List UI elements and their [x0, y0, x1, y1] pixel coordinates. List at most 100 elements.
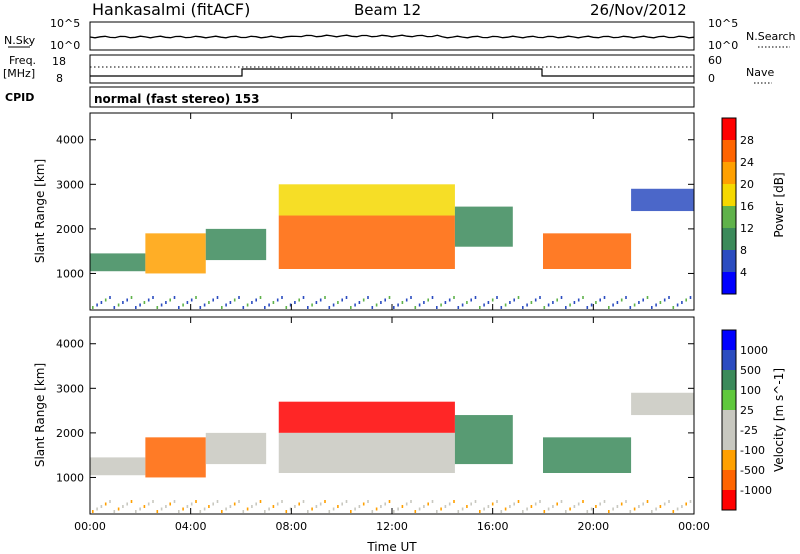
ground-scatter-mark — [599, 298, 601, 302]
ground-scatter-mark — [246, 507, 249, 511]
noise-right-tick-bottom: 10^0 — [708, 39, 738, 52]
ground-scatter-mark — [173, 500, 176, 503]
ground-scatter-mark — [483, 303, 485, 307]
ground-scatter-mark — [560, 500, 563, 503]
ground-scatter-mark — [367, 296, 369, 299]
ground-scatter-mark — [625, 500, 627, 503]
ground-scatter-mark — [642, 298, 644, 302]
velocity-colorbar-tick: 1000 — [740, 344, 768, 357]
velocity-colorbar-segment — [722, 470, 736, 490]
velocity-colorbar-segment — [722, 410, 736, 430]
ground-scatter-mark — [178, 306, 180, 309]
ground-scatter-mark — [113, 510, 116, 513]
ground-scatter-mark — [259, 296, 262, 299]
freq-unit: [MHz] — [3, 67, 35, 80]
ground-scatter-mark — [117, 507, 120, 511]
ground-scatter-mark — [668, 296, 670, 299]
ground-scatter-mark — [453, 296, 455, 299]
power-ylabel: Slant Range [km] — [33, 159, 47, 263]
ground-scatter-mark — [500, 510, 503, 513]
x-tick-label: 00:00 — [74, 520, 106, 533]
power-colorbar-segment — [722, 184, 736, 206]
ground-scatter-mark — [264, 510, 266, 513]
ground-scatter-mark — [242, 306, 245, 309]
ground-scatter-mark — [582, 296, 584, 299]
ground-scatter-mark — [625, 296, 627, 299]
ground-scatter-mark — [638, 301, 640, 304]
ground-scatter-mark — [676, 303, 679, 307]
ground-scatter-mark — [530, 505, 533, 508]
ground-scatter-mark — [388, 500, 391, 503]
velocity-colorbar-segment — [722, 330, 736, 350]
ground-scatter-mark — [663, 502, 666, 506]
ground-scatter-mark — [156, 306, 159, 309]
ground-scatter-mark — [444, 505, 447, 508]
ground-scatter-mark — [203, 303, 206, 307]
ground-scatter-mark — [685, 502, 687, 506]
power-echo-region — [278, 184, 455, 216]
ground-scatter-mark — [612, 507, 614, 511]
ground-scatter-mark — [165, 301, 167, 304]
ground-scatter-mark — [487, 505, 490, 508]
ground-scatter-mark — [92, 306, 94, 309]
ground-scatter-mark — [681, 505, 683, 508]
ground-scatter-mark — [620, 502, 623, 506]
ground-scatter-mark — [590, 507, 593, 511]
ground-scatter-mark — [659, 301, 662, 304]
x-tick-label: 08:00 — [275, 520, 307, 533]
ground-scatter-mark — [397, 303, 399, 307]
velocity-echo-region — [278, 401, 455, 433]
velocity-colorbar-segment — [722, 390, 736, 410]
velocity-colorbar: 1000 500 100 25 -25 -100 -500 -1000 — [721, 329, 772, 511]
ground-scatter-mark — [96, 507, 98, 511]
ground-scatter-mark — [440, 303, 442, 307]
ground-scatter-mark — [418, 303, 421, 307]
ground-scatter-mark — [427, 502, 429, 506]
ground-scatter-mark — [556, 502, 558, 506]
ground-scatter-mark — [577, 502, 580, 506]
ground-scatter-mark — [315, 301, 318, 304]
ground-scatter-mark — [479, 510, 481, 513]
ground-scatter-mark — [182, 303, 184, 307]
ground-scatter-mark — [272, 505, 275, 508]
ground-scatter-mark — [620, 298, 623, 302]
ground-scatter-mark — [233, 502, 236, 506]
ground-scatter-mark — [109, 296, 111, 299]
ground-scatter-mark — [427, 298, 429, 302]
ground-scatter-mark — [268, 507, 270, 511]
velocity-panel: 1000 2000 3000 4000 00:00 04:00 08:00 12:00 16:0… — [33, 316, 786, 554]
noise-left-tick-top: 10^5 — [50, 17, 80, 30]
ground-scatter-mark — [393, 510, 395, 513]
ground-scatter-mark — [461, 507, 464, 511]
power-echo-region — [205, 228, 267, 261]
ground-scatter-mark — [233, 298, 236, 302]
ground-scatter-mark — [337, 301, 339, 304]
ground-scatter-mark — [569, 303, 571, 307]
ground-scatter-mark — [307, 306, 309, 309]
freq-right-tick-bottom: 0 — [708, 72, 715, 85]
ground-scatter-mark — [491, 298, 494, 302]
velocity-colorbar-segment — [722, 350, 736, 370]
ground-scatter-mark — [504, 303, 507, 307]
noise-panel-frame — [89, 21, 695, 51]
cpid-panel: CPID normal (fast stereo) 153 — [5, 86, 695, 108]
ground-scatter-mark — [552, 505, 554, 508]
ground-scatter-mark — [199, 510, 202, 513]
velocity-colorbar-tick: 25 — [740, 404, 754, 417]
ground-scatter-mark — [143, 301, 146, 304]
ground-scatter-mark — [457, 306, 460, 309]
y-tick-label: 4000 — [56, 134, 84, 147]
ground-scatter-mark — [418, 507, 421, 511]
power-colorbar: 4 8 12 16 20 24 28 — [721, 117, 754, 295]
ground-scatter-mark — [401, 301, 404, 304]
ground-scatter-mark — [651, 306, 653, 309]
x-tick-label: 00:00 — [678, 520, 710, 533]
y-tick-label: 1000 — [56, 267, 84, 280]
ground-scatter-mark — [448, 502, 451, 506]
ground-scatter-mark — [139, 507, 141, 511]
noise-panel: N.Sky 10^5 10^0 10^5 10^0 N.Search — [4, 17, 796, 52]
power-colorbar-tick: 8 — [740, 244, 747, 257]
freq-solid-line — [90, 68, 694, 77]
ground-scatter-mark — [646, 500, 649, 503]
velocity-echo-region — [631, 392, 694, 416]
